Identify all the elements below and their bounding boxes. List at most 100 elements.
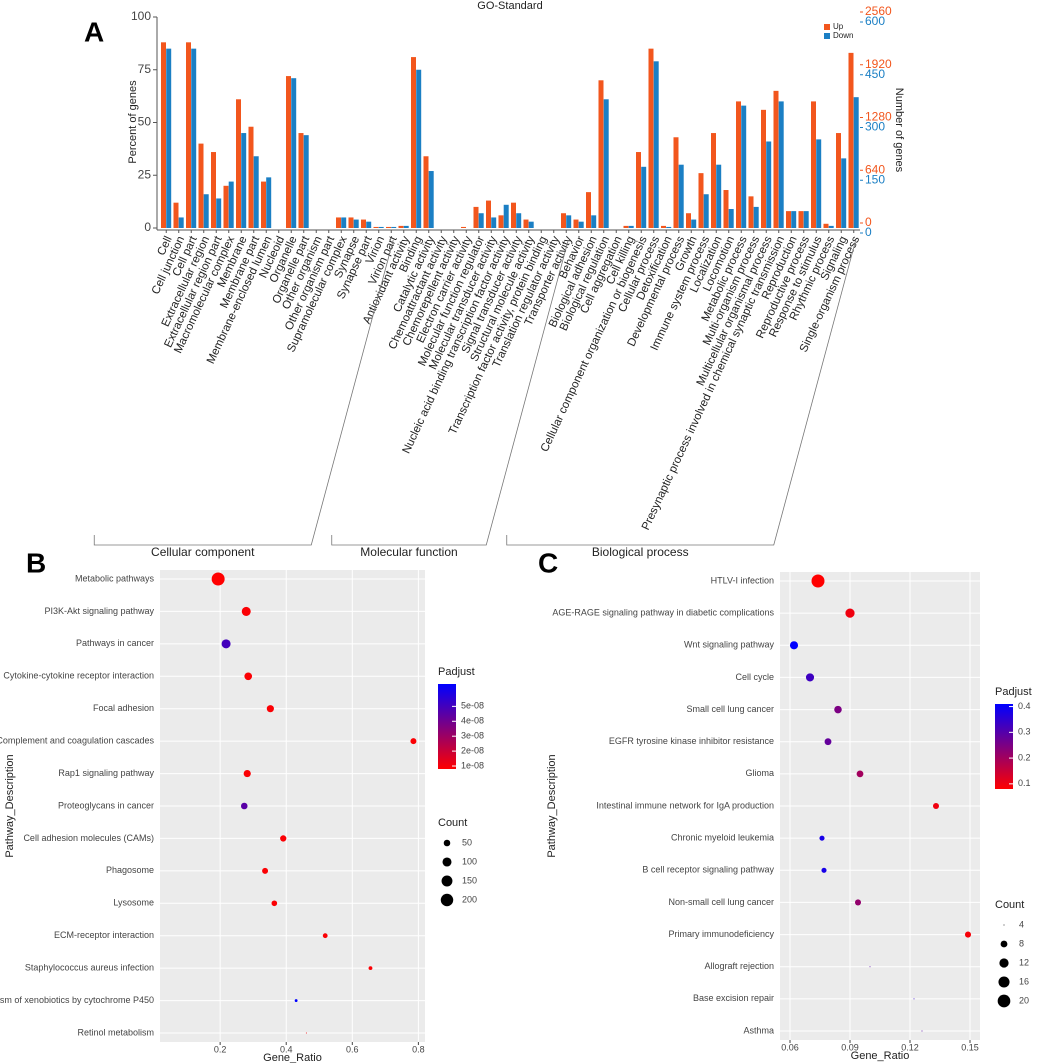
y3-tick-label: 150 [865,172,885,186]
y-axis-title: Pathway_Description [546,754,558,857]
bar [361,219,366,228]
bar [161,42,166,228]
dot [845,608,855,618]
y-tick-label: B cell receptor signaling pathway [642,865,774,875]
bar [841,158,847,228]
x-tick-label: 0.8 [412,1044,425,1054]
x-tick-label: 0.06 [781,1042,799,1052]
color-bar [438,684,456,769]
dot [262,867,269,874]
bar [811,101,816,228]
y-tick-label: Metabolic pathways [75,573,155,583]
bar [411,57,416,229]
dot [294,999,298,1002]
bar [478,213,484,228]
bar [853,97,859,229]
y-tick-label: Glioma [745,768,774,778]
y-tick-label: Cell adhesion molecules (CAMs) [23,833,154,843]
dot [240,802,248,810]
dot [869,966,871,968]
bar [623,225,629,228]
bar [753,206,759,228]
color-tick-label: 1e-08 [461,760,484,770]
bar [336,217,341,228]
y2-tick-label: 1920 [865,57,892,71]
bar [341,217,347,228]
dot [921,1030,923,1032]
bar [248,126,254,228]
bar [398,225,404,228]
bar [791,211,797,228]
chart-title: GO-Standard [477,0,542,12]
bar [391,226,397,228]
bar [253,156,259,228]
y-tick-label: PI3K-Akt signaling pathway [44,606,154,616]
bar [816,139,822,228]
y-tick-label: Retinol metabolism [77,1027,154,1037]
x-tick-label: 0.4 [280,1044,293,1054]
bar [586,192,591,228]
dot [834,705,842,714]
dot [241,606,251,616]
color-tick-label: 0.1 [1018,778,1031,788]
group-bracket [506,239,857,546]
bar [473,206,479,228]
y-tick-label: HTLV-I infection [711,575,774,585]
bar [723,190,729,228]
bar [241,133,247,228]
dot [410,738,417,745]
size-key-label: 20 [1019,995,1029,1005]
x-axis-title: Gene_Ratio [263,1052,322,1063]
bar [366,221,372,228]
size-key-label: 12 [1019,957,1029,967]
panel-label: B [26,547,46,578]
size-key [999,958,1009,968]
bar [673,137,679,228]
bar [648,48,654,229]
bar [573,219,579,228]
bar [198,143,204,228]
bar [761,109,766,228]
y-tick-label: Allograft rejection [704,961,774,971]
bar [716,164,722,228]
bar [503,204,509,228]
color-tick-label: 0.2 [1018,752,1031,762]
dot [913,998,915,1000]
dot [305,1032,307,1034]
legend-label: Up [833,22,844,31]
dot [854,899,862,906]
dot [322,933,328,939]
y-tick-label: Pathways in cancer [76,638,154,648]
bar [741,105,747,228]
dot [932,802,940,810]
y2-tick-label: 1280 [865,110,892,124]
color-tick-label: 4e-08 [461,716,484,726]
legend-swatch [824,33,830,39]
bar [191,48,197,229]
dot [280,835,287,842]
bar [266,177,272,228]
dot [244,672,253,681]
size-key-label: 150 [462,875,477,885]
bar [703,194,709,228]
bar [728,209,734,228]
bar [461,226,466,228]
bar [836,133,841,228]
bar [403,225,409,228]
bar [423,156,429,228]
y-tick-label: Non-small cell lung cancer [668,897,774,907]
bar [298,133,304,228]
bar [736,101,741,228]
y-axis-title: Pathway_Description [4,754,16,857]
size-key [442,857,452,867]
size-key-label: 8 [1019,938,1024,948]
bar [561,213,566,228]
bar [498,215,504,228]
panel-label: C [538,547,558,578]
bar [778,101,784,228]
y2-axis-title: Number of genes [893,88,905,173]
bar [236,99,241,228]
y2-tick-label: 640 [865,162,885,176]
dot [211,572,225,586]
size-key [997,994,1011,1008]
